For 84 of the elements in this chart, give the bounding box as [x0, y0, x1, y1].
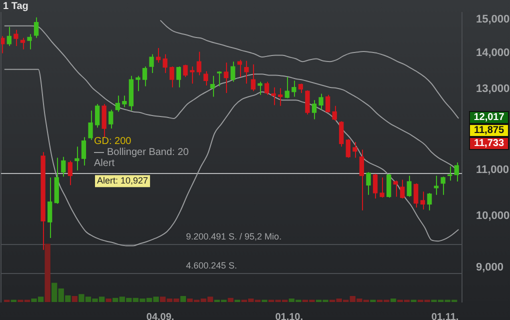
- line-series: [4, 68, 460, 246]
- candlestick: [339, 120, 344, 148]
- candlestick: [196, 51, 202, 76]
- candlestick: [292, 80, 296, 98]
- candlestick: [74, 146, 80, 171]
- candlestick: [298, 83, 304, 94]
- ref-line-label: 4.600.245 S.: [186, 260, 238, 271]
- y-tick-label: 13,000: [476, 82, 510, 95]
- candlestick: [359, 149, 364, 211]
- candlestick: [258, 81, 262, 96]
- candlestick: [61, 156, 66, 178]
- candlestick: [156, 48, 161, 64]
- candlestick: [210, 75, 215, 98]
- candlestick: [108, 109, 114, 129]
- ref-line-label: Alert: 10,927: [97, 176, 148, 186]
- candlestick: [224, 62, 228, 94]
- candlestick: [386, 173, 392, 198]
- candlestick: [88, 110, 93, 140]
- candlestick: [420, 191, 426, 210]
- candlestick: [325, 94, 330, 114]
- candlestick: [20, 37, 26, 50]
- candlestick: [414, 182, 418, 208]
- x-tick-label: 01.11.: [431, 312, 459, 320]
- candlestick: [162, 54, 168, 74]
- candlestick: [230, 61, 236, 82]
- candlestick: [149, 54, 154, 74]
- candlestick: [278, 88, 283, 106]
- candlestick: [217, 70, 222, 87]
- candlestick: [284, 76, 290, 99]
- candlestick: [332, 105, 337, 122]
- candlestick: [244, 60, 249, 84]
- candlestick: [454, 162, 459, 182]
- chart-subtitle: 1 Tag: [3, 1, 28, 12]
- candlestick: [305, 90, 310, 116]
- candlestick: [318, 93, 324, 110]
- candlestick: [81, 136, 86, 166]
- candlestick: [203, 70, 208, 86]
- candlestick: [176, 66, 181, 88]
- legend-label: Bollinger Band: 20: [106, 147, 189, 158]
- ref-line-label: 9.200.491 S. / 95,2 Mio.: [186, 232, 282, 242]
- candlestick: [48, 176, 52, 239]
- candlestick: [352, 142, 358, 158]
- candlestick: [115, 95, 120, 112]
- candlestick: [400, 179, 405, 200]
- annotation: GD: 200: [94, 136, 132, 147]
- candlestick: [346, 138, 350, 158]
- candlestick: [34, 16, 39, 38]
- candlestick: [237, 59, 242, 78]
- candlestick: [6, 26, 12, 46]
- candlestick: [250, 64, 256, 92]
- candlestick: [136, 75, 140, 92]
- x-tick-label: 04.09.: [146, 312, 174, 320]
- text: 11,733: [469, 137, 509, 150]
- candlestick: [380, 176, 384, 198]
- candlestick: [14, 29, 18, 46]
- candlestick: [393, 180, 398, 198]
- candlestick: [264, 81, 270, 96]
- candlestick: [271, 86, 276, 106]
- x-tick-label: 01.10.: [275, 312, 304, 320]
- candlestick: [142, 66, 148, 87]
- y-tick-label: 11,000: [476, 164, 510, 176]
- y-tick-label: 14,000: [476, 46, 510, 59]
- candlestick: [68, 160, 73, 186]
- line-series: [160, 20, 460, 119]
- candlestick: [122, 95, 127, 108]
- candlestick: [170, 66, 174, 88]
- text: 12,017: [469, 111, 509, 124]
- candlestick: [366, 172, 371, 196]
- candlestick: [183, 64, 188, 78]
- candlestick: [372, 173, 378, 200]
- y-tick-label: 9,000: [476, 261, 504, 274]
- candlestick: [440, 176, 446, 196]
- annotation: Alert: [94, 158, 116, 169]
- candlestick: [434, 175, 439, 196]
- candlestick: [406, 175, 412, 198]
- y-tick-label: 10,000: [476, 210, 510, 222]
- candlestick: [427, 192, 432, 211]
- text: 11,875: [469, 124, 509, 137]
- candlestick: [102, 103, 106, 138]
- candlestick: [27, 34, 32, 50]
- candlestick: [312, 100, 317, 120]
- candlestick: [94, 103, 100, 128]
- candlestick: [190, 66, 195, 84]
- y-tick-label: 15,000: [476, 13, 510, 26]
